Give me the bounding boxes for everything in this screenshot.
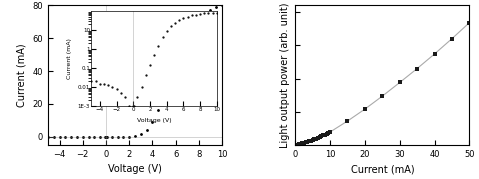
X-axis label: Current (mA): Current (mA) [351, 164, 414, 174]
Y-axis label: Light output power (arb. unit): Light output power (arb. unit) [280, 3, 290, 148]
X-axis label: Voltage (V): Voltage (V) [108, 164, 162, 174]
Y-axis label: Current (mA): Current (mA) [17, 43, 27, 107]
